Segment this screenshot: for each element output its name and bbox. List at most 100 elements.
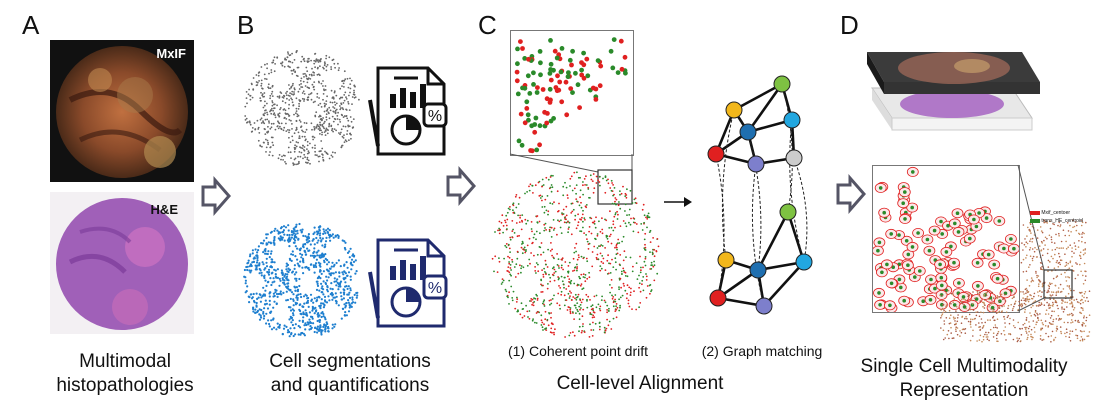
segmentation-cell bbox=[255, 81, 258, 83]
segmentation-cell bbox=[306, 77, 308, 80]
cpd-point bbox=[557, 258, 560, 260]
segmentation-cell bbox=[336, 278, 339, 281]
zoom-point bbox=[556, 87, 562, 93]
segmentation-cell bbox=[285, 130, 288, 132]
cpd-point bbox=[616, 306, 619, 309]
segmentation-cell bbox=[263, 122, 266, 125]
cpd-point bbox=[575, 312, 577, 314]
cpd-point bbox=[575, 298, 578, 301]
tissue-point bbox=[1025, 319, 1028, 321]
segmentation-cell bbox=[282, 108, 285, 111]
tissue-point bbox=[1040, 295, 1042, 298]
segmentation-cell bbox=[263, 314, 266, 318]
cpd-point bbox=[528, 258, 531, 261]
tissue-point bbox=[1047, 335, 1050, 338]
cpd-point bbox=[522, 266, 525, 269]
zoom-point bbox=[534, 147, 540, 153]
cpd-point bbox=[653, 260, 655, 263]
cpd-point bbox=[512, 202, 515, 205]
segmentation-cell bbox=[318, 129, 321, 132]
cpd-point bbox=[606, 259, 609, 262]
tissue-point bbox=[1023, 322, 1026, 325]
cpd-point bbox=[582, 226, 584, 229]
tissue-point bbox=[1035, 270, 1037, 273]
segmentation-cell bbox=[296, 247, 299, 250]
tissue-point bbox=[984, 333, 986, 336]
cpd-point bbox=[496, 271, 499, 273]
cpd-point bbox=[612, 317, 615, 320]
segmentation-cell bbox=[315, 126, 318, 129]
cpd-point bbox=[550, 184, 553, 186]
segmentation-cell bbox=[299, 99, 302, 102]
cpd-point bbox=[531, 230, 533, 233]
segmentation-cell bbox=[320, 140, 323, 142]
segmentation-cell bbox=[256, 264, 259, 267]
tissue-point bbox=[1056, 246, 1058, 249]
tissue-point bbox=[1029, 238, 1032, 240]
segmentation-cell bbox=[340, 131, 342, 134]
segmentation-cell bbox=[330, 265, 333, 268]
segmentation-cell bbox=[318, 320, 321, 324]
cpd-point bbox=[550, 312, 552, 314]
cpd-point bbox=[603, 326, 606, 329]
cpd-point bbox=[591, 304, 594, 307]
tissue-point bbox=[956, 317, 959, 319]
cpd-point bbox=[577, 224, 579, 227]
tissue-point bbox=[1036, 312, 1038, 315]
segmentation-cell bbox=[289, 306, 292, 309]
cpd-point bbox=[575, 307, 577, 309]
tissue-point bbox=[1070, 301, 1073, 303]
segmentation-cell bbox=[285, 290, 288, 293]
segmentation-cell bbox=[340, 103, 343, 106]
tissue-point bbox=[1059, 283, 1062, 286]
segmentation-cell bbox=[304, 266, 307, 269]
cpd-point bbox=[561, 257, 564, 260]
cell-centroid bbox=[876, 248, 880, 253]
segmentation-cell bbox=[281, 333, 284, 336]
tissue-point bbox=[955, 326, 957, 328]
segmentation-cell bbox=[295, 107, 298, 110]
cpd-point bbox=[570, 299, 573, 301]
cpd-point bbox=[603, 331, 606, 334]
segmentation-cell bbox=[342, 116, 345, 118]
cpd-point bbox=[576, 171, 578, 174]
segmentation-cell bbox=[325, 113, 328, 116]
cpd-point bbox=[540, 242, 543, 244]
cpd-point bbox=[505, 224, 508, 227]
cpd-point bbox=[643, 238, 646, 241]
tissue-point bbox=[1070, 322, 1072, 324]
cpd-point bbox=[637, 231, 640, 234]
segmentation-cell bbox=[272, 144, 275, 147]
tissue-point bbox=[982, 324, 985, 327]
segmentation-cell bbox=[273, 280, 276, 283]
segmentation-cell bbox=[283, 233, 286, 236]
tissue-point bbox=[1039, 338, 1042, 340]
cell-centroid bbox=[932, 228, 937, 233]
cpd-point bbox=[611, 286, 613, 289]
cpd-point bbox=[581, 330, 583, 332]
caption-a-line1: Multimodal bbox=[79, 351, 171, 372]
cpd-point bbox=[599, 230, 602, 233]
segmentation-cell bbox=[254, 264, 257, 267]
cpd-point bbox=[548, 230, 551, 233]
cpd-point bbox=[561, 212, 563, 214]
cpd-point bbox=[571, 189, 574, 192]
tissue-point bbox=[1033, 326, 1036, 329]
segmentation-cell bbox=[261, 87, 264, 90]
segmentation-cell bbox=[330, 89, 333, 92]
tissue-point bbox=[1055, 318, 1058, 320]
segmentation-cell bbox=[326, 322, 329, 326]
segmentation-cell bbox=[269, 87, 272, 90]
segmentation-cell bbox=[326, 64, 329, 66]
cpd-point bbox=[611, 294, 613, 297]
segmentation-cell bbox=[349, 91, 351, 94]
cpd-point bbox=[544, 318, 547, 321]
cell-centroid bbox=[946, 223, 950, 228]
tissue-point bbox=[1084, 291, 1087, 293]
segmentation-cell bbox=[348, 250, 351, 253]
tissue-point bbox=[1060, 332, 1063, 335]
tissue-point bbox=[967, 320, 970, 323]
tissue-point bbox=[1048, 234, 1051, 237]
segmentation-cell bbox=[302, 157, 304, 160]
cpd-point bbox=[585, 257, 588, 260]
